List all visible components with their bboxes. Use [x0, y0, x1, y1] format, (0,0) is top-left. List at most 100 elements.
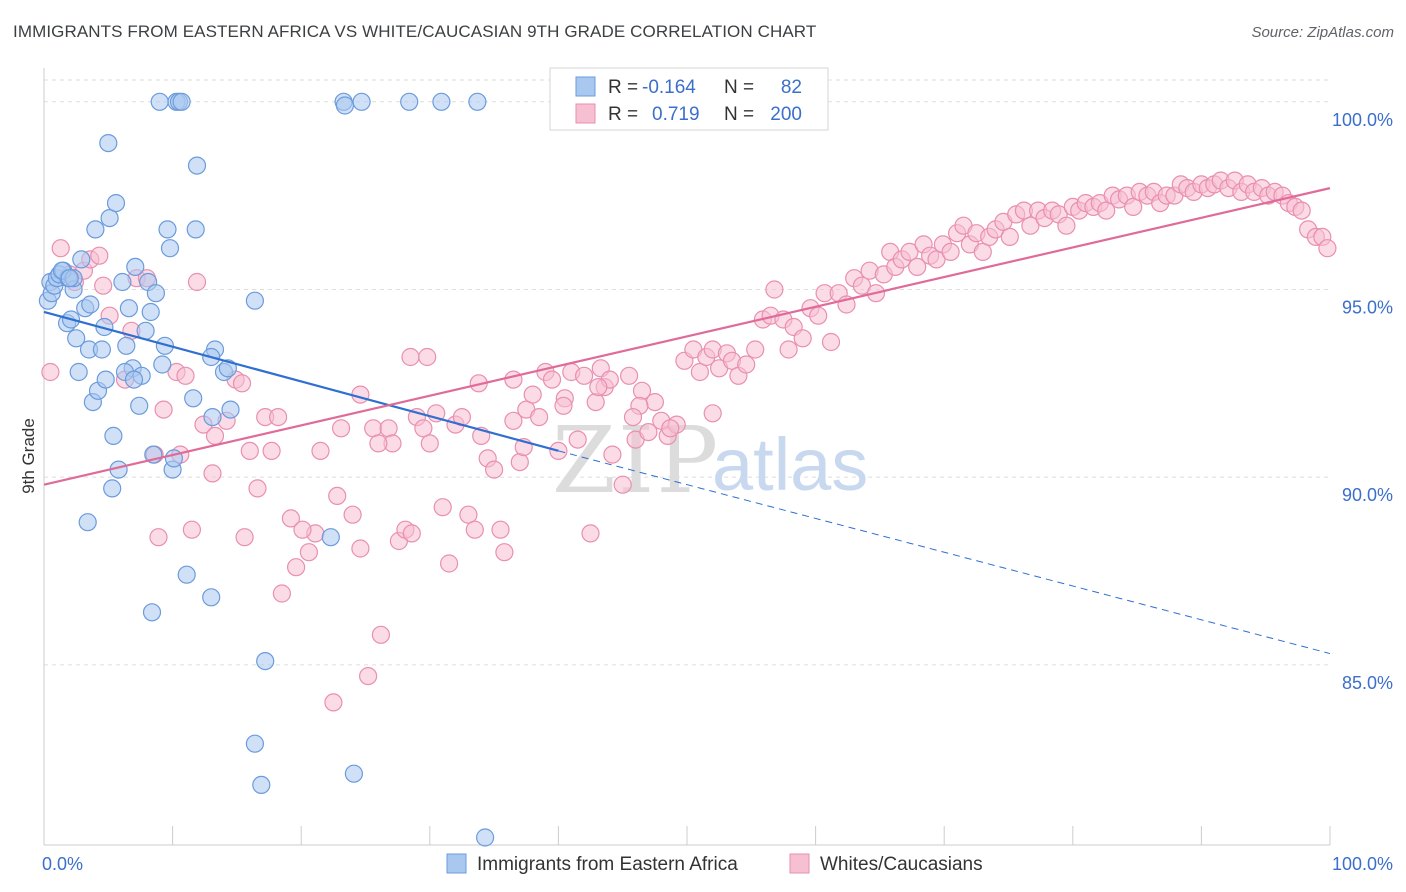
point-immigrants-eastern-africa — [252, 775, 271, 795]
point-immigrants-eastern-africa — [142, 603, 162, 622]
point-whites-caucasians — [623, 408, 643, 427]
trend-line-immigrants-projection — [558, 450, 1331, 655]
point-immigrants-eastern-africa — [67, 329, 86, 348]
legend-swatch-immigrants — [446, 853, 467, 874]
point-immigrants-eastern-africa — [202, 588, 221, 607]
point-immigrants-eastern-africa — [221, 400, 240, 419]
stats-n-label-pink: N = — [724, 104, 754, 125]
point-whites-caucasians — [272, 584, 291, 603]
point-immigrants-eastern-africa — [203, 408, 222, 427]
point-whites-caucasians — [324, 693, 343, 712]
point-whites-caucasians — [299, 543, 318, 562]
point-immigrants-eastern-africa — [119, 299, 138, 318]
point-immigrants-eastern-africa — [117, 336, 136, 355]
point-immigrants-eastern-africa — [158, 220, 177, 239]
point-immigrants-eastern-africa — [432, 92, 451, 111]
point-immigrants-eastern-africa — [81, 295, 100, 314]
point-whites-caucasians — [433, 498, 452, 517]
point-whites-caucasians — [542, 370, 562, 389]
point-whites-caucasians — [941, 242, 960, 261]
point-immigrants-eastern-africa — [92, 340, 112, 359]
point-whites-caucasians — [420, 434, 439, 453]
point-whites-caucasians — [581, 524, 600, 543]
point-immigrants-eastern-africa — [150, 92, 169, 111]
point-immigrants-eastern-africa — [106, 194, 126, 213]
point-immigrants-eastern-africa — [104, 426, 123, 445]
point-whites-caucasians — [364, 419, 383, 438]
point-whites-caucasians — [821, 332, 841, 352]
stats-r-label-pink: R = — [608, 104, 638, 125]
point-whites-caucasians — [328, 486, 347, 505]
point-whites-caucasians — [485, 460, 504, 479]
stats-n-value-blue: 82 — [781, 77, 802, 98]
point-whites-caucasians — [402, 524, 421, 543]
legend-label-whites: Whites/Caucasians — [820, 854, 983, 875]
point-immigrants-eastern-africa — [400, 92, 419, 111]
stats-legend-swatch-blue — [575, 76, 596, 97]
point-whites-caucasians — [1021, 216, 1040, 235]
point-whites-caucasians — [240, 441, 259, 460]
point-whites-caucasians — [504, 411, 523, 430]
point-whites-caucasians — [351, 385, 370, 404]
point-whites-caucasians — [187, 272, 207, 292]
stats-r-value-pink: 0.719 — [652, 104, 700, 125]
point-immigrants-eastern-africa — [69, 362, 88, 382]
point-immigrants-eastern-africa — [100, 209, 119, 228]
point-immigrants-eastern-africa — [187, 156, 207, 175]
point-whites-caucasians — [737, 355, 756, 374]
point-whites-caucasians — [613, 475, 632, 494]
point-immigrants-eastern-africa — [96, 370, 115, 389]
y-tick-label: 90.0% — [1342, 485, 1393, 505]
point-whites-caucasians — [232, 374, 252, 393]
point-immigrants-eastern-africa — [352, 92, 371, 111]
point-whites-caucasians — [149, 528, 168, 547]
point-whites-caucasians — [504, 370, 523, 389]
stats-r-value-blue: -0.164 — [642, 77, 696, 98]
point-immigrants-eastern-africa — [245, 291, 264, 310]
point-whites-caucasians — [379, 419, 398, 438]
point-immigrants-eastern-africa — [60, 269, 79, 288]
point-immigrants-eastern-africa — [153, 355, 172, 374]
point-whites-caucasians — [568, 430, 587, 449]
point-whites-caucasians — [523, 385, 542, 404]
y-tick-label: 95.0% — [1342, 297, 1393, 317]
point-whites-caucasians — [371, 625, 390, 644]
point-immigrants-eastern-africa — [141, 302, 160, 322]
point-whites-caucasians — [359, 666, 378, 686]
point-immigrants-eastern-africa — [476, 828, 495, 847]
point-whites-caucasians — [440, 554, 459, 573]
point-whites-caucasians — [690, 362, 710, 382]
point-whites-caucasians — [661, 419, 680, 438]
point-whites-caucasians — [235, 528, 254, 547]
point-immigrants-eastern-africa — [335, 96, 354, 115]
point-whites-caucasians — [154, 400, 173, 419]
point-whites-caucasians — [369, 434, 388, 453]
point-whites-caucasians — [351, 539, 370, 558]
point-whites-caucasians — [182, 520, 201, 539]
point-whites-caucasians — [401, 347, 420, 367]
point-immigrants-eastern-africa — [160, 239, 180, 258]
point-immigrants-eastern-africa — [78, 513, 97, 532]
point-whites-caucasians — [51, 239, 70, 258]
point-whites-caucasians — [765, 280, 784, 299]
point-whites-caucasians — [510, 453, 529, 472]
point-whites-caucasians — [459, 505, 478, 524]
point-whites-caucasians — [90, 246, 109, 265]
point-immigrants-eastern-africa — [177, 565, 196, 584]
series-immigrants-eastern-africa — [38, 92, 495, 847]
trend-line-immigrants — [43, 310, 559, 452]
stats-legend: R = -0.164 N = 82 R = 0.719 N = 200 — [549, 67, 829, 131]
x-tick-label-min: 0.0% — [42, 854, 83, 874]
point-whites-caucasians — [94, 276, 113, 295]
point-whites-caucasians — [900, 242, 919, 261]
trend-line-whites — [43, 187, 1331, 486]
series-whites-caucasians — [41, 171, 1337, 712]
point-whites-caucasians — [603, 445, 622, 464]
point-immigrants-eastern-africa — [126, 257, 145, 276]
trend-lines — [43, 187, 1331, 655]
point-whites-caucasians — [491, 520, 510, 539]
source-credit: Source: ZipAtlas.com — [1251, 24, 1394, 41]
point-whites-caucasians — [645, 393, 665, 412]
point-whites-caucasians — [281, 509, 300, 528]
point-immigrants-eastern-africa — [86, 220, 105, 239]
